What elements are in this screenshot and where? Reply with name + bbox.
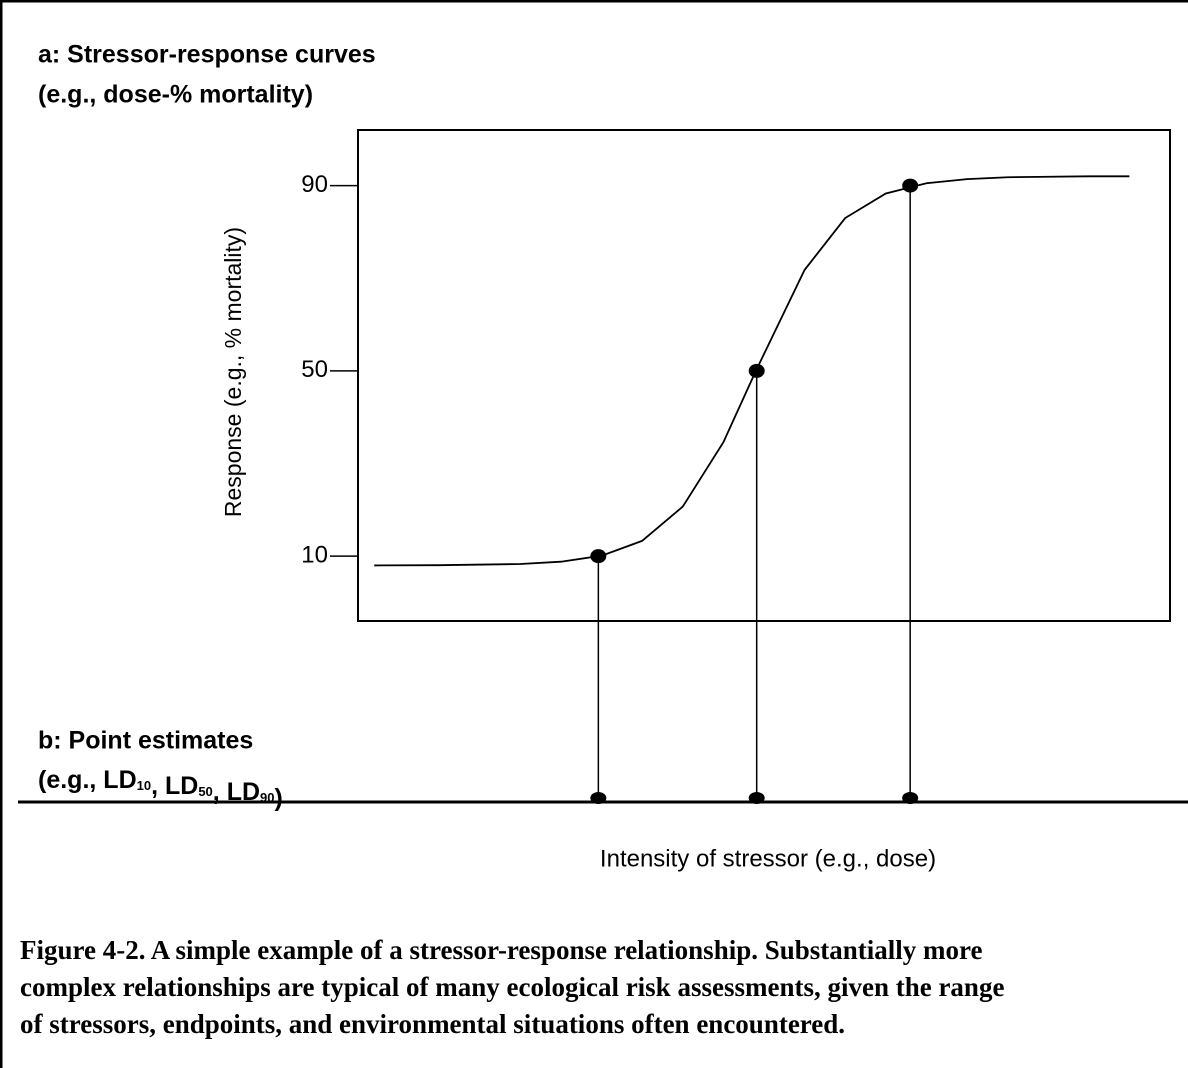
response-curve	[374, 175, 1130, 567]
point-estimate	[902, 792, 919, 804]
label-part: LD	[103, 766, 136, 794]
point-title: b: Point estimates	[38, 727, 253, 755]
point-estimate	[590, 792, 607, 804]
chart-subtitle: (e.g., dose-% mortality)	[38, 81, 313, 109]
x-axis-label: Intensity of stressor (e.g., dose)	[600, 845, 936, 872]
caption: Figure 4-2. A simple example of a stress…	[20, 935, 1004, 1039]
y-tick-label: 90	[301, 171, 328, 198]
point-labels: (e.g., LD10, LD50, LD90)	[38, 766, 283, 812]
y-tick-label: 50	[301, 356, 328, 383]
label-part: ,	[151, 772, 165, 800]
label-part: 10	[137, 778, 151, 793]
label-part: 50	[198, 784, 212, 799]
caption-line: Figure 4-2. A simple example of a stress…	[20, 935, 983, 965]
point	[748, 363, 765, 378]
y-axis-label: Response (e.g., % mortality)	[220, 227, 246, 517]
point	[902, 178, 919, 193]
caption-line: of stressors, endpoints, and environment…	[20, 1009, 845, 1039]
label-part: LD	[165, 772, 198, 800]
label-part: )	[275, 784, 283, 812]
label-part: ,	[213, 778, 227, 806]
point-estimate	[748, 792, 765, 804]
y-tick-label: 10	[301, 541, 328, 568]
caption-line: complex relationships are typical of man…	[20, 972, 1004, 1002]
chart-title: a: Stressor-response curves	[38, 41, 376, 69]
plot-frame	[357, 129, 1171, 622]
point	[590, 549, 607, 564]
label-part: (e.g.,	[38, 766, 103, 794]
